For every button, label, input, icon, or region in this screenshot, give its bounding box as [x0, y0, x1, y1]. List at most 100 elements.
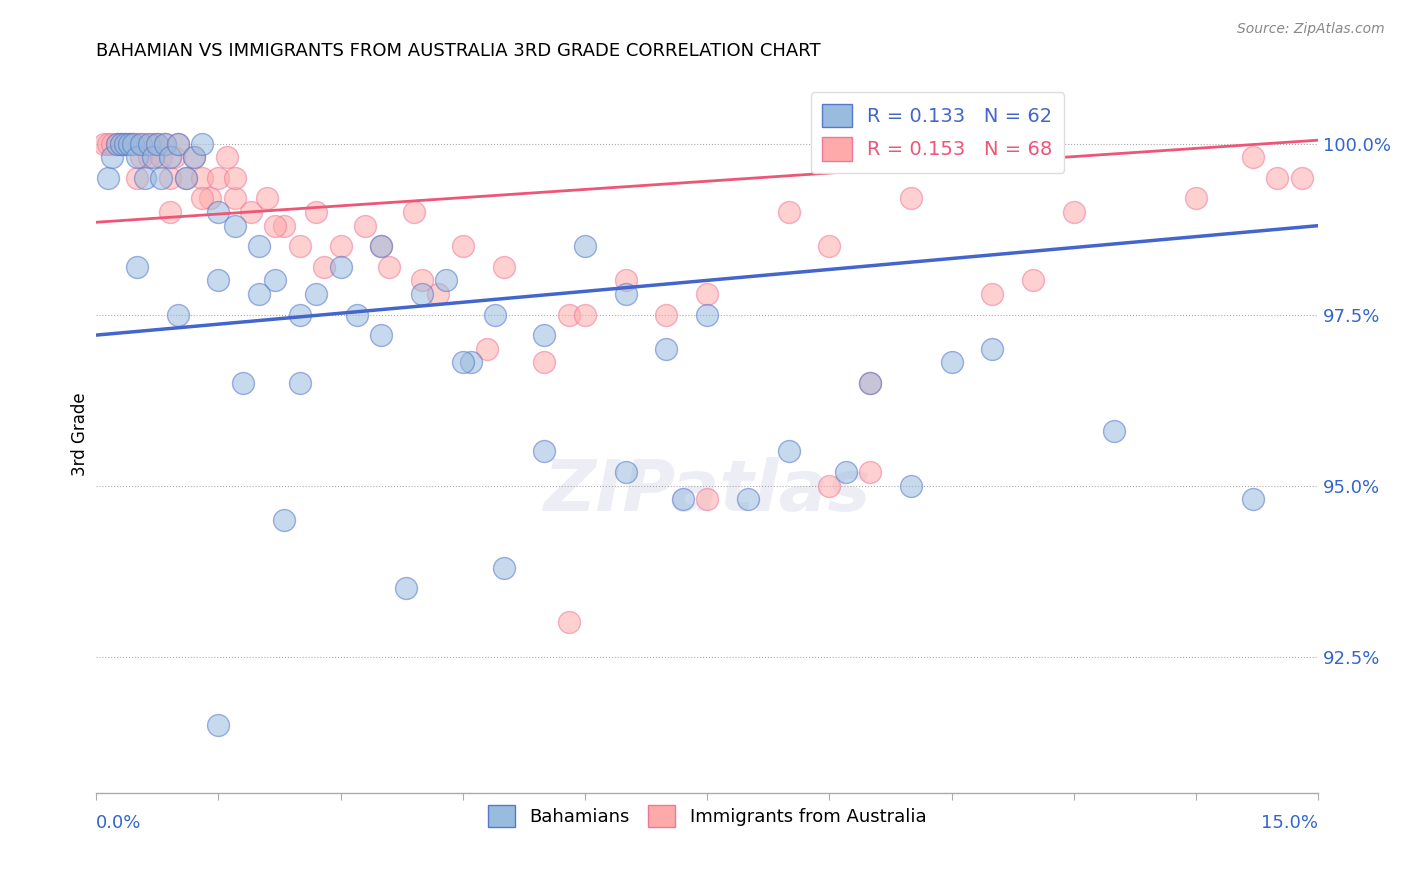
Point: [125, 260, 148, 274]
Point: [1063, 205, 1085, 219]
Text: BAHAMIAN VS IMMIGRANTS FROM AUSTRALIA 3RD GRADE CORRELATION CHART: BAHAMIAN VS IMMIGRANTS FROM AUSTRALIA 3R…: [96, 42, 821, 60]
Point: [778, 205, 800, 219]
Point: [288, 308, 311, 322]
Point: [273, 219, 295, 233]
Point: [655, 342, 678, 356]
Point: [1104, 424, 1126, 438]
Point: [264, 273, 287, 287]
Point: [146, 136, 169, 151]
Point: [232, 376, 254, 390]
Point: [900, 478, 922, 492]
Point: [101, 150, 124, 164]
Point: [155, 136, 177, 151]
Point: [121, 136, 143, 151]
Point: [900, 191, 922, 205]
Point: [105, 136, 128, 151]
Point: [114, 136, 136, 151]
Point: [166, 136, 188, 151]
Point: [1291, 170, 1313, 185]
Point: [981, 287, 1004, 301]
Point: [370, 239, 392, 253]
Point: [150, 150, 173, 164]
Point: [614, 273, 637, 287]
Point: [191, 191, 214, 205]
Point: [370, 239, 392, 253]
Point: [492, 560, 515, 574]
Point: [818, 478, 841, 492]
Text: Source: ZipAtlas.com: Source: ZipAtlas.com: [1237, 22, 1385, 37]
Point: [402, 205, 425, 219]
Point: [138, 136, 160, 151]
Point: [395, 581, 418, 595]
Point: [110, 136, 132, 151]
Point: [256, 191, 278, 205]
Point: [981, 342, 1004, 356]
Point: [200, 191, 222, 205]
Point: [166, 136, 188, 151]
Point: [1185, 191, 1208, 205]
Point: [93, 136, 115, 151]
Point: [174, 170, 197, 185]
Point: [574, 308, 596, 322]
Point: [1241, 492, 1264, 507]
Point: [97, 136, 120, 151]
Point: [207, 273, 229, 287]
Point: [105, 136, 128, 151]
Point: [859, 465, 882, 479]
Point: [370, 328, 392, 343]
Point: [125, 170, 148, 185]
Point: [146, 136, 169, 151]
Point: [183, 150, 205, 164]
Point: [1241, 150, 1264, 164]
Point: [778, 444, 800, 458]
Point: [834, 465, 856, 479]
Point: [110, 136, 132, 151]
Point: [411, 287, 433, 301]
Point: [533, 355, 555, 369]
Point: [477, 342, 499, 356]
Point: [224, 191, 246, 205]
Point: [533, 328, 555, 343]
Legend: Bahamians, Immigrants from Australia: Bahamians, Immigrants from Australia: [481, 798, 934, 835]
Point: [436, 273, 458, 287]
Point: [427, 287, 450, 301]
Point: [97, 170, 120, 185]
Point: [155, 136, 177, 151]
Point: [273, 513, 295, 527]
Point: [239, 205, 262, 219]
Point: [118, 136, 141, 151]
Point: [247, 239, 270, 253]
Point: [207, 205, 229, 219]
Point: [314, 260, 336, 274]
Point: [329, 260, 352, 274]
Point: [224, 219, 246, 233]
Point: [574, 239, 596, 253]
Point: [174, 170, 197, 185]
Point: [305, 287, 328, 301]
Point: [101, 136, 124, 151]
Point: [451, 239, 474, 253]
Point: [142, 136, 165, 151]
Point: [264, 219, 287, 233]
Point: [557, 615, 579, 630]
Point: [134, 170, 156, 185]
Point: [818, 239, 841, 253]
Point: [305, 205, 328, 219]
Point: [207, 170, 229, 185]
Point: [672, 492, 695, 507]
Point: [1022, 273, 1045, 287]
Y-axis label: 3rd Grade: 3rd Grade: [72, 392, 89, 476]
Point: [614, 287, 637, 301]
Point: [451, 355, 474, 369]
Point: [159, 205, 181, 219]
Point: [215, 150, 238, 164]
Text: 0.0%: 0.0%: [96, 814, 142, 832]
Point: [247, 287, 270, 301]
Point: [941, 355, 963, 369]
Point: [142, 150, 165, 164]
Point: [118, 136, 141, 151]
Point: [460, 355, 482, 369]
Point: [125, 136, 148, 151]
Point: [150, 170, 173, 185]
Point: [191, 136, 214, 151]
